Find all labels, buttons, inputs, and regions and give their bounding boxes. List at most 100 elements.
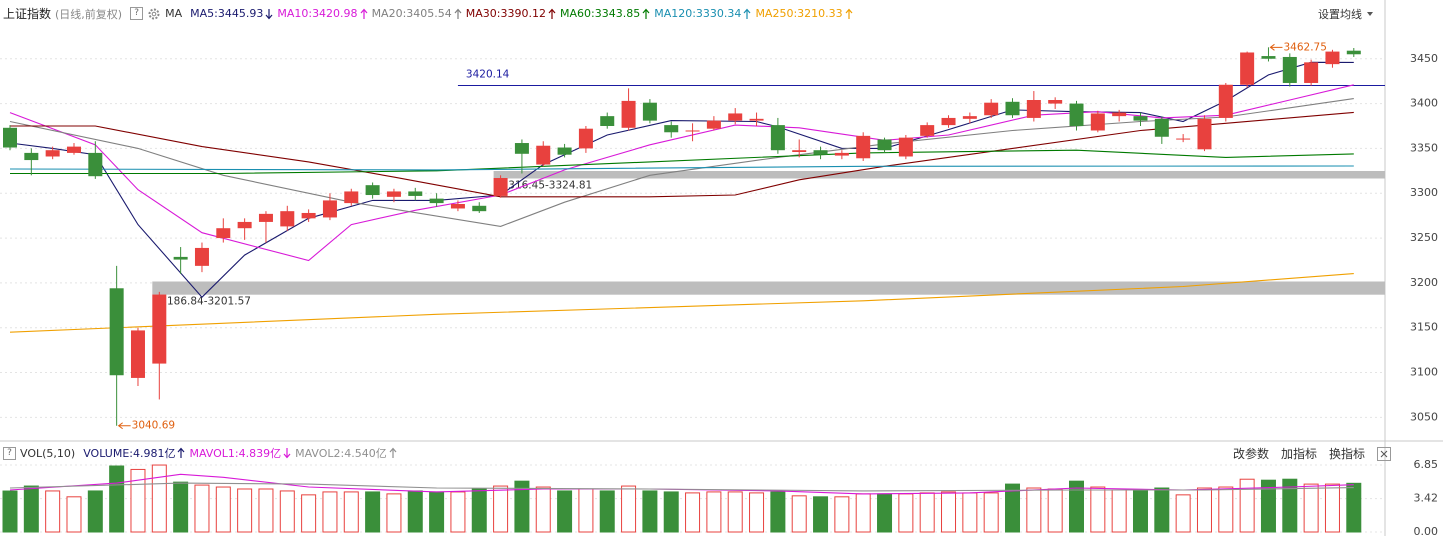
band-label: 3186.84-3201.57	[160, 296, 251, 308]
volume-bar	[1175, 494, 1191, 533]
volume-bar	[194, 484, 210, 533]
extreme-label: 3040.69	[132, 420, 175, 432]
gear-icon[interactable]	[147, 7, 161, 21]
volume-toolbar: 改参数 加指标 换指标	[1225, 445, 1392, 462]
candle-body	[1346, 50, 1361, 55]
candle-body	[1282, 56, 1297, 83]
volume-bar	[898, 493, 914, 533]
volume-bar	[706, 491, 722, 533]
legend-item: MA60:3343.85	[560, 7, 650, 20]
volume-bar	[1303, 483, 1319, 533]
volume-bar	[919, 492, 935, 533]
volume-bar	[1324, 483, 1340, 533]
legend-item: MAVOL1:4.839亿	[189, 445, 291, 461]
candle-body	[621, 100, 636, 128]
volume-bar	[87, 490, 103, 533]
settings-button[interactable]: 设置均线	[1318, 6, 1374, 22]
volume-bar	[685, 492, 701, 533]
y-tick-label: 3350	[1410, 141, 1438, 154]
volume-bar	[258, 488, 274, 533]
candle-body	[194, 247, 209, 266]
candle-body	[920, 125, 935, 136]
candle-body	[88, 152, 103, 177]
candle-body	[728, 113, 743, 121]
legend-label: MA10:3420.98	[277, 7, 358, 20]
support-band	[493, 170, 1386, 179]
trend-arrow	[178, 447, 185, 458]
trend-arrow	[265, 8, 273, 19]
candle-body	[45, 150, 60, 157]
volume-bar	[407, 490, 423, 533]
toolbar-button[interactable]: 改参数	[1233, 447, 1270, 461]
help-icon[interactable]: ?	[3, 446, 16, 460]
volume-bar	[429, 491, 445, 533]
close-button[interactable]	[1377, 446, 1392, 461]
legend-item: MA120:3330.34	[654, 7, 751, 20]
legend-item: MA250:3210.33	[755, 7, 853, 20]
candle-body	[1005, 101, 1020, 116]
volume-bar	[535, 486, 551, 533]
volume-bar	[301, 494, 317, 533]
volume-bar	[813, 496, 829, 533]
main-header: 上证指数 (日线,前复权) ? MA MA5:3445.93 MA10:3420.…	[3, 5, 857, 22]
volume-bar	[1132, 490, 1148, 533]
legend-label: MA20:3405.54	[371, 7, 452, 20]
legend-label: MA250:3210.33	[755, 7, 843, 20]
candle-body	[344, 191, 359, 204]
candle-body	[1304, 62, 1319, 83]
trend-arrow	[360, 8, 368, 19]
volume-bar	[279, 490, 295, 533]
candle-body	[109, 288, 124, 376]
volume-bar	[1005, 483, 1021, 533]
extreme-arrow	[1269, 43, 1283, 51]
candle-body	[258, 213, 273, 222]
toolbar-button[interactable]: 换指标	[1329, 447, 1366, 461]
indicator-name: MA	[165, 7, 183, 20]
volume-bar	[1111, 489, 1127, 533]
volume-bar	[962, 492, 978, 533]
volume-bar	[1069, 480, 1084, 533]
legend-label: MA120:3330.34	[654, 7, 742, 20]
help-icon[interactable]: ?	[130, 7, 144, 20]
volume-bar	[1346, 482, 1362, 533]
candle-body	[834, 152, 849, 156]
volume-bar	[386, 493, 402, 533]
candle-body	[877, 139, 892, 151]
chart-title: 上证指数	[3, 7, 52, 21]
trend-arrow	[283, 448, 291, 459]
volume-bar	[45, 490, 61, 533]
volume-bar	[1260, 479, 1276, 533]
volume-bar	[2, 490, 18, 533]
trend-arrow	[548, 8, 556, 19]
candle-body	[301, 212, 316, 219]
candle-body	[557, 147, 572, 155]
ma-line	[9, 98, 1354, 227]
legend-item: MA10:3420.98	[277, 7, 368, 20]
volume-bar	[1026, 487, 1042, 533]
volume-bar	[493, 485, 509, 533]
ma-line	[9, 482, 1354, 492]
trend-arrow	[743, 8, 751, 19]
candle-body	[1026, 100, 1041, 118]
y-tick-label: 0.00	[1414, 525, 1439, 536]
extreme-arrow	[117, 422, 131, 430]
volume-bar	[151, 464, 167, 533]
candle-body	[24, 152, 39, 161]
legend: VOLUME:4.981亿 MAVOL1:4.839亿 MAVOL2:4.540亿	[83, 445, 401, 461]
legend-item: MA20:3405.54	[372, 7, 462, 20]
toolbar-button[interactable]: 加指标	[1281, 447, 1318, 461]
trend-arrow	[389, 447, 397, 458]
ma-line	[9, 273, 1354, 333]
trend-arrow	[642, 8, 650, 19]
candle-body	[813, 150, 828, 155]
candle-body	[472, 205, 487, 212]
settings-label[interactable]: 设置均线	[1318, 8, 1362, 21]
volume-bar	[1154, 487, 1170, 533]
candle-body	[749, 118, 764, 121]
candle-body	[685, 130, 700, 132]
chart-subtitle: (日线,前复权)	[55, 7, 123, 21]
candle-body	[130, 330, 145, 378]
volume-bar	[749, 492, 765, 533]
candle-body	[1261, 56, 1276, 59]
candle-body	[173, 256, 188, 260]
